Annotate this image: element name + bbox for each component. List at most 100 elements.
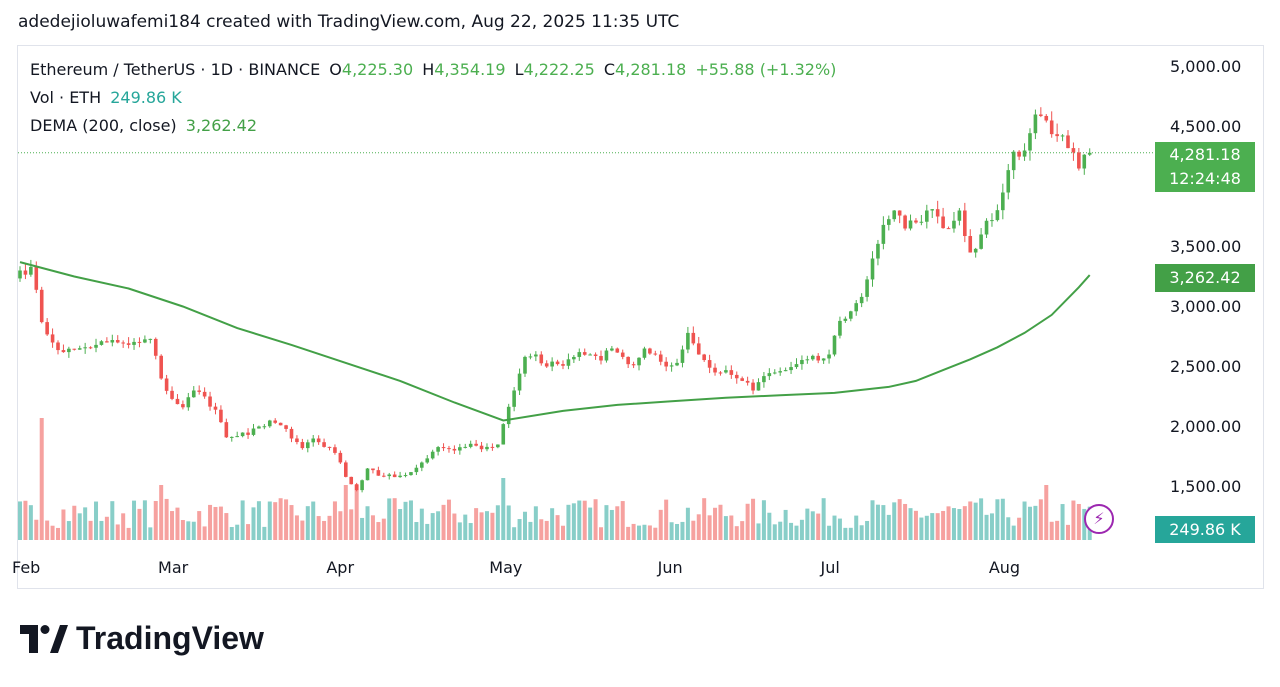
price-axis-tick: 2,000.00 <box>1170 416 1242 436</box>
volume-bar <box>235 524 240 540</box>
price-axis-tick: 1,500.00 <box>1170 476 1242 496</box>
volume-bar <box>311 501 316 540</box>
candle-body <box>658 354 663 362</box>
volume-bar <box>707 515 712 540</box>
candle-body <box>604 350 609 361</box>
candle-body <box>67 348 71 353</box>
candle-body <box>968 236 973 253</box>
volume-bar <box>267 501 272 540</box>
candle-body <box>126 343 131 345</box>
candle-body <box>322 442 326 447</box>
volume-bar <box>951 508 956 540</box>
volume-bar <box>1022 501 1027 540</box>
volume-bar <box>23 500 28 540</box>
volume-bar <box>669 522 674 540</box>
volume-bar <box>159 485 164 540</box>
volume-bar <box>289 505 294 540</box>
volume-bar <box>121 513 126 540</box>
volume-bar <box>642 524 647 540</box>
candle-body <box>376 470 381 476</box>
volume-bar <box>1011 525 1016 540</box>
candle-body <box>512 390 516 407</box>
candle-body <box>897 210 902 216</box>
candle-body <box>99 341 104 345</box>
volume-bar <box>734 526 739 540</box>
volume-bar <box>213 506 218 540</box>
volume-bar <box>430 513 435 540</box>
volume-bar <box>191 521 196 540</box>
volume-bar <box>1033 505 1038 540</box>
volume-bar <box>83 507 88 540</box>
time-axis-tick: Jun <box>657 558 683 577</box>
candle-body <box>219 409 223 423</box>
volume-bar <box>441 504 446 540</box>
volume-bar <box>1065 524 1070 540</box>
candle-body <box>338 452 343 463</box>
volume-bar <box>930 513 935 540</box>
volume-bar <box>224 513 229 540</box>
candle-body <box>810 355 815 360</box>
candle-body <box>925 210 929 222</box>
tradingview-mark-icon <box>20 624 68 653</box>
candle-body <box>642 348 647 358</box>
brand-name: TradingView <box>76 620 264 656</box>
volume-bar <box>370 515 375 540</box>
volume-bar <box>913 510 918 540</box>
candle-body <box>1001 192 1005 211</box>
candle-body <box>946 228 951 230</box>
volume-bar <box>571 503 576 540</box>
candle-body <box>387 474 392 477</box>
dema-price-tag: 3,262.42 <box>1155 264 1255 292</box>
volume-bar <box>354 485 359 540</box>
time-axis-tick: Feb <box>12 558 41 577</box>
volume-bar <box>240 500 245 540</box>
candle-body <box>952 220 956 229</box>
volume-bar <box>821 498 826 540</box>
price-axis-tick: 3,500.00 <box>1170 236 1242 256</box>
candle-body <box>1033 114 1038 134</box>
volume-bar <box>132 500 137 540</box>
candle-body <box>110 340 115 343</box>
candle-body <box>816 355 821 361</box>
volume-bar <box>398 509 403 540</box>
volume-bar <box>104 516 109 540</box>
candle-body <box>740 378 744 381</box>
volume-bar <box>1044 485 1049 540</box>
volume-bar <box>414 522 419 540</box>
candle-body <box>257 426 261 429</box>
candle-body <box>191 390 196 398</box>
candle-body <box>941 216 945 229</box>
volume-bar <box>691 520 696 540</box>
volume-bar <box>577 500 582 540</box>
volume-bar <box>886 514 891 540</box>
last-price-tag: 4,281.18 12:24:48 <box>1155 142 1255 192</box>
candle-body <box>1071 148 1076 153</box>
volume-bar <box>723 516 728 540</box>
volume-bar <box>550 508 555 540</box>
volume-bar <box>799 519 804 540</box>
volume-bar <box>984 514 989 540</box>
candle-body <box>441 447 446 449</box>
volume-bar <box>664 499 669 540</box>
volume-bar <box>995 499 1000 540</box>
volume-bar <box>789 522 794 540</box>
volume-bar <box>39 418 44 540</box>
volume-bar <box>870 500 875 540</box>
volume-bar <box>273 502 278 540</box>
candle-body <box>908 220 913 229</box>
candle-body <box>447 448 451 450</box>
candle-body <box>94 344 98 348</box>
volume-bar <box>924 515 929 540</box>
volume-bar <box>946 506 951 540</box>
last-price-value: 4,281.18 <box>1169 145 1241 164</box>
lightning-icon[interactable]: ⚡ <box>1084 504 1114 534</box>
volume-bar <box>175 507 180 540</box>
volume-bar <box>957 509 962 540</box>
candle-body <box>696 343 701 355</box>
candle-body <box>566 359 571 366</box>
volume-bar <box>490 512 495 540</box>
volume-bar <box>718 504 723 540</box>
volume-bar <box>246 524 251 540</box>
volume-bar <box>881 505 886 540</box>
